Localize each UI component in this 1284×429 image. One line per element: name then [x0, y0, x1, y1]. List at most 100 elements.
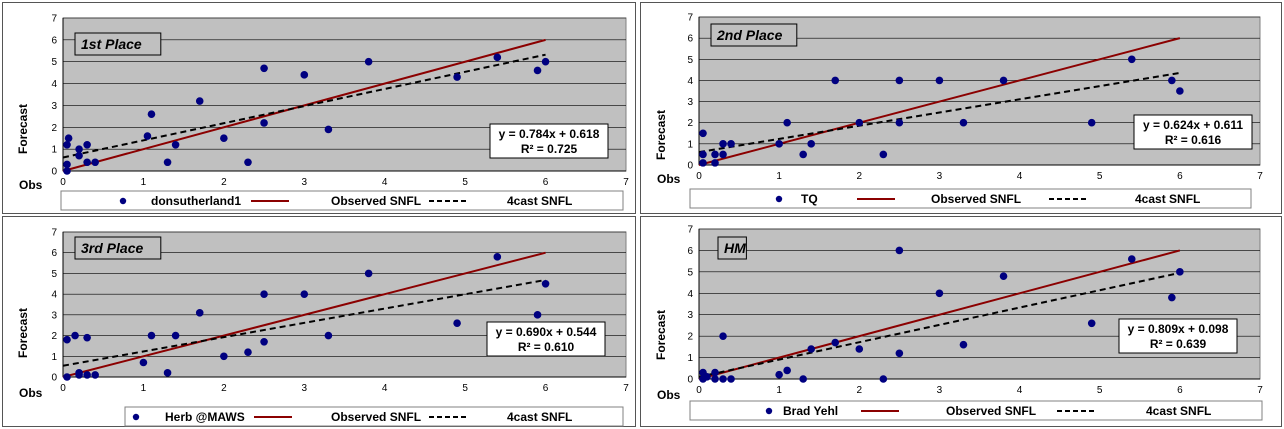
x-tick-label: 3: [937, 385, 943, 396]
legend-box: [689, 400, 1263, 421]
legend-marker-points: [775, 195, 783, 203]
x-tick-label: 3: [302, 383, 308, 394]
y-tick-label: 5: [687, 267, 693, 278]
x-tick-label: 4: [1017, 171, 1023, 182]
data-point: [895, 76, 904, 85]
y-tick-label: 4: [51, 290, 57, 301]
y-tick-label: 4: [51, 79, 57, 90]
y-tick-label: 3: [687, 97, 693, 108]
data-point: [727, 375, 735, 383]
data-point: [831, 338, 840, 347]
data-point: [541, 279, 550, 288]
trendline-equation: y = 0.624x + 0.611: [1143, 118, 1243, 132]
data-point: [895, 349, 904, 358]
x-tick-label: 2: [221, 383, 227, 394]
legend-box: [689, 188, 1252, 209]
y-tick-label: 7: [51, 228, 57, 239]
y-tick-label: 1: [51, 352, 57, 363]
data-point: [959, 118, 968, 127]
data-point: [300, 71, 309, 79]
y-tick-label: 0: [51, 373, 57, 384]
data-point: [260, 337, 268, 346]
data-point: [364, 269, 373, 278]
legend-marker-points: [765, 407, 773, 415]
data-point: [75, 151, 83, 160]
data-point: [711, 150, 719, 159]
x-tick-label: 6: [1177, 385, 1183, 396]
data-point: [1176, 268, 1184, 276]
data-point: [324, 125, 333, 134]
y-tick-label: 2: [687, 332, 693, 343]
y-tick-label: 2: [51, 331, 57, 342]
data-point: [703, 373, 711, 381]
data-point: [244, 158, 252, 167]
r-squared-value: R² = 0.725: [521, 142, 578, 156]
data-point: [195, 308, 204, 317]
data-point: [935, 76, 944, 85]
data-point: [699, 159, 707, 167]
data-point: [1176, 87, 1184, 95]
y-axis-label: Forecast: [16, 308, 30, 358]
data-point: [220, 352, 228, 361]
x-tick-label: 0: [60, 177, 66, 188]
data-point: [63, 140, 71, 149]
legend-box: [60, 190, 624, 211]
chart-title-box: [710, 23, 798, 47]
x-tick-label: 3: [937, 171, 943, 182]
data-point: [220, 134, 228, 143]
observed-snfl-line: [698, 249, 1181, 380]
y-tick-label: 4: [687, 76, 693, 87]
data-point: [855, 118, 864, 127]
observed-snfl-line: [62, 38, 546, 172]
chart-title: HM: [724, 240, 746, 256]
y-tick-label: 0: [687, 161, 693, 172]
data-point: [83, 158, 91, 167]
x-tick-label: 7: [1257, 385, 1263, 396]
legend-label: 4cast SNFL: [1135, 192, 1200, 206]
data-point: [75, 371, 83, 379]
data-point: [895, 246, 904, 255]
data-point: [1127, 55, 1136, 64]
r-squared-value: R² = 0.610: [518, 340, 575, 354]
data-point: [83, 140, 91, 149]
legend-marker-points: [132, 413, 140, 421]
y-tick-label: 5: [687, 55, 693, 66]
data-point: [147, 110, 156, 118]
y-tick-label: 1: [51, 145, 57, 156]
chart-title: 1st Place: [81, 36, 142, 52]
data-point: [163, 369, 172, 377]
y-tick-label: 3: [51, 101, 57, 112]
legend-label: Observed SNFL: [931, 192, 1021, 206]
legend-label: Observed SNFL: [946, 404, 1036, 418]
data-point: [244, 348, 252, 356]
data-point: [799, 375, 807, 383]
forecast-trend-line: [62, 53, 546, 159]
data-point: [300, 290, 309, 298]
r-squared-value: R² = 0.639: [1150, 337, 1207, 351]
x-tick-label: 2: [221, 177, 227, 188]
data-point: [493, 253, 502, 261]
legend-label: Observed SNFL: [331, 410, 421, 424]
data-point: [831, 76, 840, 85]
data-point: [143, 132, 152, 140]
data-point: [775, 140, 783, 148]
data-point: [999, 76, 1008, 85]
x-tick-label: 5: [1097, 171, 1103, 182]
data-point: [719, 375, 727, 383]
x-axis-label: Obs: [657, 388, 681, 402]
data-point: [493, 53, 502, 62]
y-tick-label: 5: [51, 57, 57, 68]
x-tick-label: 7: [623, 383, 629, 394]
legend-box: [124, 406, 624, 427]
legend-label: donsutherland1: [151, 194, 241, 208]
data-point: [71, 331, 79, 340]
x-tick-label: 6: [543, 383, 549, 394]
x-tick-label: 5: [462, 177, 468, 188]
trendline-equation-box: [1133, 114, 1253, 150]
legend-label: Herb @MAWS: [165, 410, 245, 424]
data-point: [719, 332, 727, 340]
data-point: [711, 375, 719, 383]
trendline-equation-box: [486, 321, 606, 357]
x-tick-label: 4: [382, 177, 388, 188]
data-point: [171, 140, 180, 149]
